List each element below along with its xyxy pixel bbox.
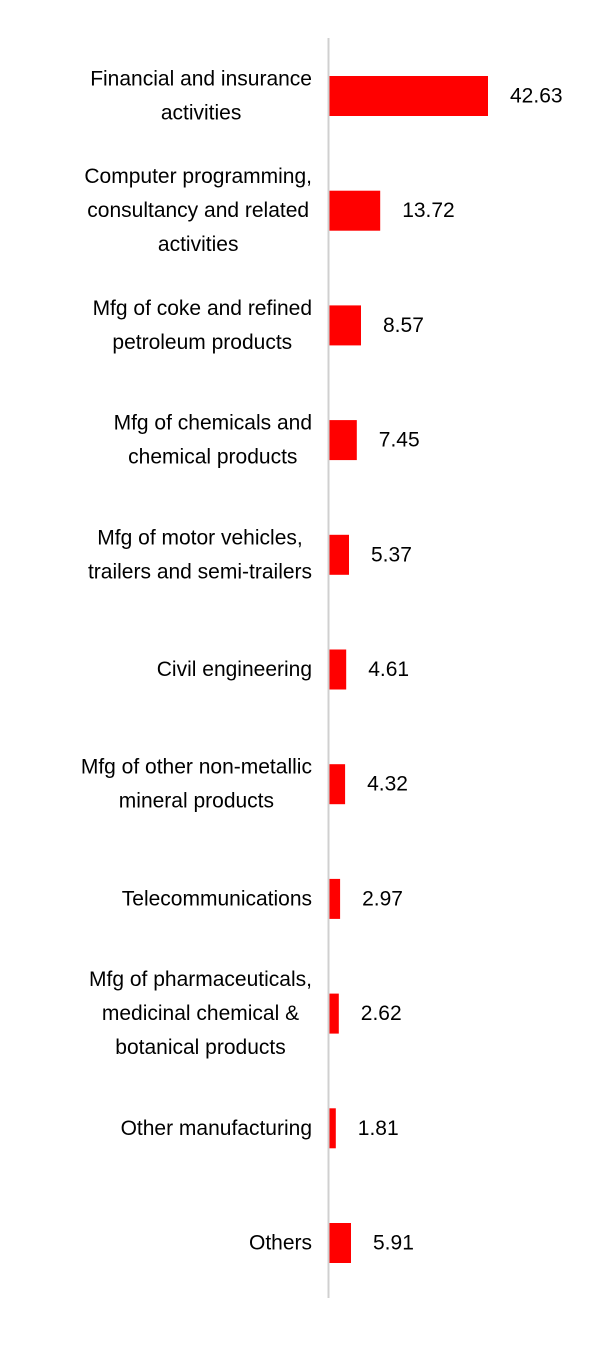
value-label-4: 5.37	[371, 543, 412, 566]
category-label-line: mineral products	[119, 790, 274, 813]
value-label-9: 1.81	[358, 1117, 399, 1140]
category-label-line: activities	[158, 233, 239, 256]
category-label-line: Telecommunications	[122, 887, 312, 910]
category-label-line: Mfg of motor vehicles,	[97, 526, 302, 549]
category-label-line: petroleum products	[112, 331, 292, 354]
category-label-line: trailers and semi-trailers	[88, 560, 312, 583]
bar-4	[329, 534, 349, 575]
category-label-line: Mfg of coke and refined	[93, 297, 312, 320]
category-label-line: Other manufacturing	[121, 1117, 312, 1140]
bar-1	[329, 190, 381, 231]
category-label-line: Financial and insurance	[90, 68, 312, 91]
category-label-line: Computer programming,	[84, 165, 312, 188]
category-label-line: medicinal chemical &	[102, 1002, 299, 1025]
value-label-5: 4.61	[368, 658, 409, 681]
category-label-1: Computer programming, consultancy and rel…	[84, 165, 312, 256]
category-label-0: Financial and insurance activities	[90, 68, 312, 125]
value-label-10: 5.91	[373, 1232, 414, 1255]
category-label-7: Telecommunications	[122, 887, 312, 910]
value-label-0: 42.63	[510, 85, 563, 108]
category-label-line: chemical products	[128, 446, 297, 469]
value-label-1: 13.72	[402, 199, 455, 222]
category-label-8: Mfg of pharmaceuticals, medicinal chemica…	[89, 968, 312, 1059]
value-label-7: 2.97	[362, 887, 403, 910]
category-label-10: Others	[249, 1232, 312, 1255]
category-label-line: Others	[249, 1232, 312, 1255]
value-label-6: 4.32	[367, 773, 408, 796]
value-label-2: 8.57	[383, 314, 424, 337]
labels-layer: 42.63 Financial and insurance activities 13…	[81, 68, 563, 1255]
bar-9	[329, 1108, 336, 1149]
category-label-line: activities	[161, 102, 242, 125]
bar-2	[329, 305, 361, 346]
value-label-8: 2.62	[361, 1002, 402, 1025]
category-label-line: Mfg of pharmaceuticals,	[89, 968, 312, 991]
bar-3	[329, 420, 357, 461]
bar-5	[329, 649, 347, 690]
category-label-line: Mfg of other non-metallic	[81, 756, 312, 779]
category-label-line: Civil engineering	[157, 658, 312, 681]
bar-8	[329, 993, 339, 1034]
bar-10	[329, 1223, 351, 1263]
category-label-3: Mfg of chemicals and chemical products	[114, 412, 312, 469]
category-label-line: consultancy and related	[87, 199, 309, 222]
bar-7	[329, 878, 341, 919]
category-label-5: Civil engineering	[157, 658, 312, 681]
category-label-line: botanical products	[115, 1036, 285, 1059]
category-label-4: Mfg of motor vehicles, trailers and semi-…	[88, 526, 312, 583]
category-label-6: Mfg of other non-metallic mineral product…	[81, 756, 312, 813]
bars-layer	[329, 76, 488, 1263]
value-label-3: 7.45	[379, 429, 420, 452]
category-label-line: Mfg of chemicals and	[114, 412, 312, 435]
category-label-2: Mfg of coke and refined petroleum product…	[93, 297, 312, 354]
category-label-9: Other manufacturing	[121, 1117, 312, 1140]
bar-0	[329, 76, 488, 116]
bar-6	[329, 764, 346, 805]
